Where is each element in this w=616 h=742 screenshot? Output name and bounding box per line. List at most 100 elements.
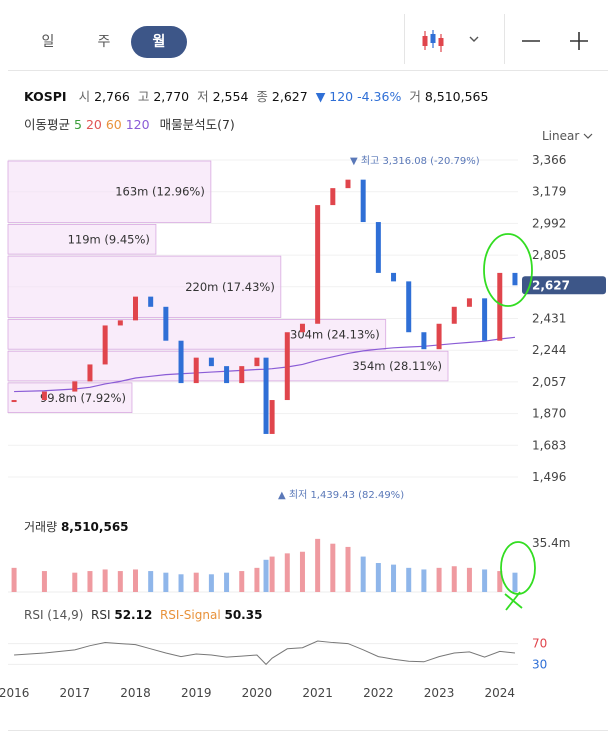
ma60-label: 60 — [105, 117, 122, 132]
candle — [497, 272, 503, 341]
candle — [466, 298, 472, 307]
candle — [87, 364, 93, 382]
candle — [315, 205, 321, 324]
volume-profile-label: 163m (12.96%) — [115, 185, 205, 199]
volume-bar — [87, 571, 93, 592]
rsi-level-label: 70 — [532, 637, 547, 651]
candle — [11, 400, 17, 403]
rsi-line — [14, 640, 516, 666]
candle — [72, 381, 78, 392]
chevron-down-icon — [583, 133, 593, 139]
candle — [117, 320, 123, 326]
moving-average-legend[interactable]: 이동평균 5 20 60 120 매물분석도(7) — [24, 114, 235, 133]
candle — [254, 357, 260, 367]
candle — [284, 332, 290, 401]
volume-bar — [482, 569, 488, 592]
tab-week[interactable]: 주 — [97, 34, 111, 50]
candle — [330, 188, 336, 206]
candle — [102, 325, 108, 365]
index-name: KOSPI — [24, 89, 67, 104]
candle — [178, 340, 184, 384]
rsi-level-label: 30 — [532, 657, 547, 671]
toolbar-divider — [504, 14, 505, 64]
candle — [436, 323, 442, 350]
ma5-label: 5 — [74, 117, 82, 132]
volume-bar — [284, 553, 290, 592]
volume-profile-label: 354m (28.11%) — [352, 359, 442, 373]
change-value: ▼ 120 -4.36% — [315, 89, 402, 104]
candle — [345, 179, 351, 189]
volume-bar — [117, 571, 123, 592]
volume-panel-label: 거래량 — [24, 520, 58, 534]
volume-profile-bar — [7, 224, 157, 255]
candle — [482, 298, 488, 341]
volume-bar — [254, 567, 260, 592]
volume-label: 거 — [409, 89, 421, 104]
candle — [224, 366, 230, 384]
rsi-params-label: RSI (14,9) — [24, 608, 84, 622]
period-toolbar: 일 주 월 — [0, 0, 616, 70]
rsi-panel-title: RSI (14,9) RSI 52.12 RSI-Signal 50.35 — [24, 608, 262, 622]
candle — [133, 296, 138, 321]
candle — [269, 400, 275, 434]
y-tick-label: 1,496 — [532, 470, 566, 484]
zoom-out-icon[interactable] — [520, 30, 542, 56]
candle — [148, 296, 154, 307]
volume-profile-bar — [7, 319, 387, 350]
candle — [391, 272, 397, 282]
ma-legend-label: 이동평균 — [24, 117, 71, 132]
tab-day[interactable]: 일 — [41, 34, 55, 50]
current-price-label: 2,627 — [532, 278, 570, 292]
volume-profile-bar — [7, 382, 133, 413]
volume-bar — [239, 571, 245, 592]
volume-bar — [193, 572, 199, 592]
volume-bar — [315, 538, 321, 592]
low-value: 2,554 — [212, 89, 249, 104]
toolbar-divider-line — [8, 70, 608, 71]
chevron-down-icon[interactable] — [468, 30, 480, 49]
green-cross-annotation — [504, 591, 523, 611]
kospi-chart[interactable]: 163m (12.96%) 119m (9.45%) 220m (17.43%) 30… — [0, 140, 616, 710]
volume-bar — [345, 546, 351, 592]
y-tick-label: 3,179 — [532, 185, 566, 199]
zoom-in-icon[interactable] — [568, 30, 590, 56]
candle — [41, 391, 47, 401]
volume-bar — [148, 571, 154, 592]
scale-selector[interactable]: Linear — [542, 129, 593, 143]
volume-profile-label: 220m (17.43%) — [185, 280, 275, 294]
y-tick-label: 3,366 — [532, 153, 566, 167]
volume-profile-bar — [7, 255, 282, 318]
tab-month[interactable]: 월 — [131, 26, 187, 58]
candlestick-chart-icon[interactable] — [420, 28, 450, 58]
volume-profile-label: 119m (9.45%) — [68, 232, 150, 246]
candle — [193, 357, 199, 384]
volume-value: 8,510,565 — [424, 89, 489, 104]
volume-bar — [11, 567, 17, 592]
volume-max-label: 35.4m — [532, 536, 570, 550]
candle — [360, 179, 366, 223]
volume-bar — [497, 571, 503, 592]
x-tick-label: 2022 — [363, 686, 394, 700]
volume-bar — [391, 564, 397, 592]
volume-profile-label: 304m (24.13%) — [290, 327, 380, 341]
x-tick-label: 2016 — [0, 686, 29, 700]
volume-bar — [41, 571, 47, 592]
volume-bar — [512, 572, 518, 592]
volume-bar — [72, 572, 78, 592]
open-label: 시 — [78, 89, 91, 104]
rsi-signal-label: RSI-Signal — [159, 608, 221, 622]
volume-bar — [436, 567, 442, 592]
ma120-line — [14, 336, 516, 393]
bottom-divider — [8, 730, 608, 731]
candle — [263, 357, 269, 434]
toolbar-divider — [404, 14, 405, 64]
close-value: 2,627 — [271, 89, 308, 104]
min-price-label: ▲ 최저 1,439.43 (82.49%) — [278, 489, 404, 501]
x-tick-label: 2023 — [424, 686, 455, 700]
volume-bar — [178, 574, 184, 592]
y-tick-label: 1,870 — [532, 407, 566, 421]
ma120-label: 120 — [125, 117, 150, 132]
volume-profile-label: 매물분석도(7) — [159, 117, 235, 132]
volume-bar — [163, 572, 169, 592]
x-tick-label: 2021 — [302, 686, 333, 700]
